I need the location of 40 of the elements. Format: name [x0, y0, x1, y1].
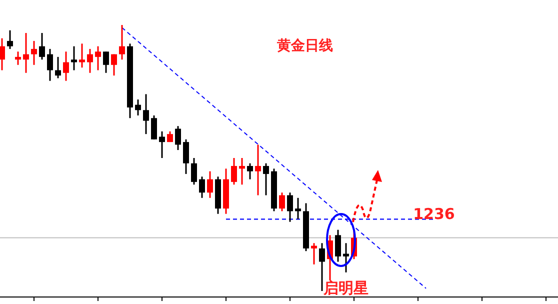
candlestick — [311, 242, 317, 266]
candlestick — [47, 48, 53, 82]
candlestick — [103, 50, 109, 74]
candlestick — [287, 192, 293, 223]
annotation: 1236 — [413, 205, 455, 223]
candlestick — [159, 130, 165, 159]
candlestick — [15, 50, 21, 66]
candlestick — [7, 30, 13, 50]
candlestick — [31, 40, 37, 66]
candlestick — [55, 56, 61, 79]
candlestick — [239, 157, 245, 186]
candlestick — [119, 24, 125, 60]
candlestick — [207, 170, 213, 199]
candlestick — [151, 114, 157, 140]
candlestick — [335, 229, 341, 262]
candlestick — [263, 162, 269, 196]
candlestick — [343, 242, 349, 274]
candlestick — [79, 42, 85, 68]
candlestick — [279, 192, 285, 212]
candlestick — [191, 157, 197, 186]
candlestick — [231, 157, 237, 186]
candlestick — [255, 144, 261, 196]
candlestick — [295, 197, 301, 220]
candlestick — [63, 50, 69, 82]
candlestick — [87, 48, 93, 74]
candlestick — [23, 32, 29, 74]
text: 黄金日线 — [276, 38, 333, 54]
candlestick — [247, 162, 253, 180]
candlestick — [39, 32, 45, 60]
candlestick — [71, 46, 77, 71]
candlestick — [143, 93, 149, 135]
annotation: 启明星 — [322, 279, 368, 297]
candlestick — [135, 98, 141, 116]
candlestick — [95, 46, 101, 71]
candlestick — [111, 54, 117, 76]
candlestick — [319, 242, 325, 292]
candlestick — [199, 176, 205, 199]
candlestick — [175, 125, 181, 151]
candlestick — [183, 138, 189, 175]
candlestick — [0, 38, 5, 71]
